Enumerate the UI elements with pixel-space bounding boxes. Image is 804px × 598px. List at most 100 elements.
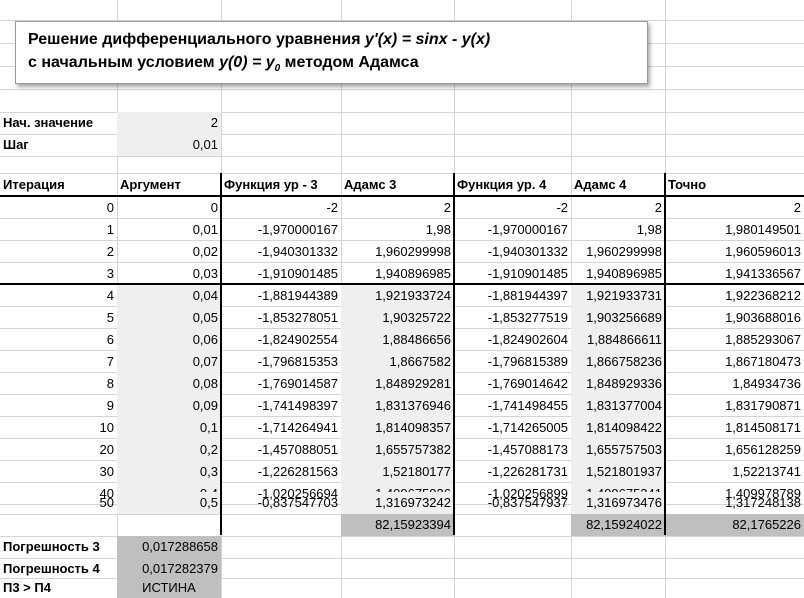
table-cell[interactable]: -1,824902604 bbox=[487, 332, 568, 347]
table-cell[interactable]: -1,910901485 bbox=[257, 266, 338, 281]
table-cell[interactable]: 0,06 bbox=[117, 329, 221, 351]
table-cell[interactable]: 1,98 bbox=[636, 222, 662, 237]
start-value-cell[interactable]: 2 bbox=[117, 112, 221, 134]
step-label[interactable]: Шаг bbox=[3, 137, 29, 152]
compare-value[interactable]: ИСТИНА bbox=[117, 578, 221, 598]
table-cell[interactable]: 1,922368212 bbox=[725, 288, 801, 303]
table-cell[interactable]: 1,52213741 bbox=[732, 464, 801, 479]
table-cell[interactable]: -1,940301332 bbox=[257, 244, 338, 259]
table-cell[interactable]: 1,903256689 bbox=[571, 307, 665, 329]
table-cell[interactable]: -1,020256899 bbox=[487, 486, 568, 501]
table-cell[interactable]: 10 bbox=[99, 420, 114, 435]
table-cell[interactable]: 1,980149501 bbox=[725, 222, 801, 237]
table-header-cell[interactable]: Функция ур - 3 bbox=[224, 177, 318, 192]
sum-adams4[interactable]: 82,15924022 bbox=[571, 514, 665, 536]
table-cell[interactable]: 7 bbox=[106, 354, 114, 369]
table-cell[interactable]: 2 bbox=[654, 200, 662, 215]
table-cell[interactable]: 1,885293067 bbox=[725, 332, 801, 347]
table-cell[interactable]: 1,521801937 bbox=[571, 461, 665, 483]
table-cell[interactable]: 1,655757503 bbox=[571, 439, 665, 461]
table-cell[interactable]: -1,796815389 bbox=[487, 354, 568, 369]
table-cell[interactable]: -1,226281563 bbox=[257, 464, 338, 479]
table-cell[interactable]: 1,316973476 bbox=[571, 492, 665, 514]
table-cell[interactable]: 1,921933724 bbox=[341, 285, 454, 307]
table-cell[interactable]: -1,714265005 bbox=[487, 420, 568, 435]
table-cell[interactable]: 1,52180177 bbox=[341, 461, 454, 483]
error4-value[interactable]: 0,017282379 bbox=[117, 558, 221, 580]
table-header-cell[interactable]: Точно bbox=[668, 177, 707, 192]
table-cell[interactable]: -1,853277519 bbox=[487, 310, 568, 325]
table-header-cell[interactable]: Аргумент bbox=[120, 177, 181, 192]
table-cell[interactable]: 1,409978789 bbox=[725, 486, 801, 501]
table-cell[interactable]: 1,831376946 bbox=[341, 395, 454, 417]
sum-adams3[interactable]: 82,15923394 bbox=[341, 514, 454, 536]
table-cell[interactable]: 0,08 bbox=[117, 373, 221, 395]
table-cell[interactable]: -1,940301332 bbox=[487, 244, 568, 259]
table-cell[interactable]: -1,020256694 bbox=[257, 486, 338, 501]
table-cell[interactable]: -1,457088173 bbox=[487, 442, 568, 457]
table-cell[interactable]: -1,457088051 bbox=[257, 442, 338, 457]
table-cell[interactable]: 1,884866611 bbox=[571, 329, 665, 351]
table-cell[interactable]: 0,03 bbox=[192, 266, 218, 281]
table-cell[interactable]: 20 bbox=[99, 442, 114, 457]
start-value-label[interactable]: Нач. значение bbox=[3, 115, 94, 130]
table-cell[interactable]: -0,837547703 bbox=[257, 495, 338, 510]
table-cell[interactable]: -1,769014587 bbox=[257, 376, 338, 391]
table-cell[interactable]: 3 bbox=[106, 266, 114, 281]
table-cell[interactable]: 1,848929281 bbox=[341, 373, 454, 395]
table-cell[interactable]: 0 bbox=[106, 200, 114, 215]
error3-value[interactable]: 0,017288658 bbox=[117, 536, 221, 558]
table-cell[interactable]: -2 bbox=[326, 200, 338, 215]
table-cell[interactable]: -1,741498397 bbox=[257, 398, 338, 413]
step-cell[interactable]: 0,01 bbox=[117, 134, 221, 156]
table-cell[interactable]: 1,940896985 bbox=[586, 266, 662, 281]
table-cell[interactable]: -1,853278051 bbox=[257, 310, 338, 325]
table-cell[interactable]: 1,867180473 bbox=[725, 354, 801, 369]
table-cell[interactable]: 2 bbox=[443, 200, 451, 215]
error4-label[interactable]: Погрешность 4 bbox=[3, 561, 100, 576]
table-cell[interactable]: 0 bbox=[210, 200, 218, 215]
table-header-cell[interactable]: Адамс 3 bbox=[344, 177, 397, 192]
table-cell[interactable]: 2 bbox=[106, 244, 114, 259]
table-cell[interactable]: 0,2 bbox=[117, 439, 221, 461]
table-cell[interactable]: 1,88486656 bbox=[341, 329, 454, 351]
table-cell[interactable]: 0,02 bbox=[192, 244, 218, 259]
table-cell[interactable]: 9 bbox=[106, 398, 114, 413]
table-cell[interactable]: 0,05 bbox=[117, 307, 221, 329]
table-cell[interactable]: 6 bbox=[106, 332, 114, 347]
table-cell[interactable]: 1,940896985 bbox=[375, 266, 451, 281]
compare-label[interactable]: П3 > П4 bbox=[3, 580, 51, 595]
table-cell[interactable]: 1,848929336 bbox=[571, 373, 665, 395]
table-cell[interactable]: 2 bbox=[793, 200, 801, 215]
error3-label[interactable]: Погрешность 3 bbox=[3, 539, 100, 554]
table-cell[interactable]: -1,881944389 bbox=[257, 288, 338, 303]
table-cell[interactable]: -1,970000167 bbox=[487, 222, 568, 237]
table-cell[interactable]: 1,866758236 bbox=[571, 351, 665, 373]
table-cell[interactable]: 1,814098422 bbox=[571, 417, 665, 439]
table-cell[interactable]: 40 bbox=[99, 486, 114, 501]
table-cell[interactable]: -0,837547937 bbox=[487, 495, 568, 510]
table-cell[interactable]: 8 bbox=[106, 376, 114, 391]
table-cell[interactable]: 1,903688016 bbox=[725, 310, 801, 325]
table-cell[interactable]: 1,960596013 bbox=[725, 244, 801, 259]
table-cell[interactable]: 1,98 bbox=[425, 222, 451, 237]
table-cell[interactable]: 1,814508171 bbox=[725, 420, 801, 435]
table-cell[interactable]: 1,84934736 bbox=[732, 376, 801, 391]
table-cell[interactable]: -1,226281731 bbox=[487, 464, 568, 479]
table-cell[interactable]: -1,714264941 bbox=[257, 420, 338, 435]
table-cell[interactable]: 0,1 bbox=[117, 417, 221, 439]
table-cell[interactable]: 50 bbox=[99, 495, 114, 510]
table-cell[interactable]: 5 bbox=[106, 310, 114, 325]
table-header-cell[interactable]: Итерация bbox=[3, 177, 65, 192]
table-cell[interactable]: 30 bbox=[99, 464, 114, 479]
table-cell[interactable]: 1,960299998 bbox=[375, 244, 451, 259]
table-cell[interactable]: -1,910901485 bbox=[487, 266, 568, 281]
table-cell[interactable]: 0,04 bbox=[117, 285, 221, 307]
table-cell[interactable]: -1,881944397 bbox=[487, 288, 568, 303]
sum-exact[interactable]: 82,1765226 bbox=[665, 514, 804, 536]
table-cell[interactable]: 1 bbox=[106, 222, 114, 237]
table-cell[interactable]: 0,07 bbox=[117, 351, 221, 373]
table-cell[interactable]: -1,796815353 bbox=[257, 354, 338, 369]
table-cell[interactable]: 1,656128259 bbox=[725, 442, 801, 457]
table-cell[interactable]: 1,831377004 bbox=[571, 395, 665, 417]
